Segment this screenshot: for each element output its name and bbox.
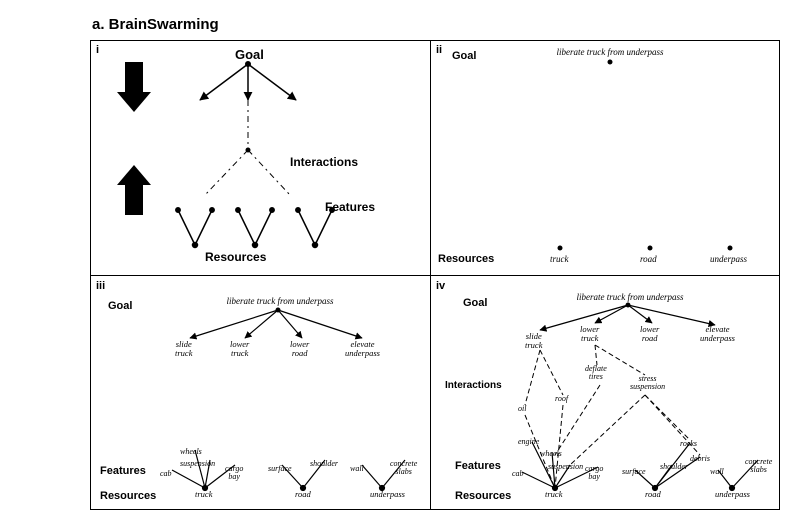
panel-iv-diagram [0, 0, 800, 530]
